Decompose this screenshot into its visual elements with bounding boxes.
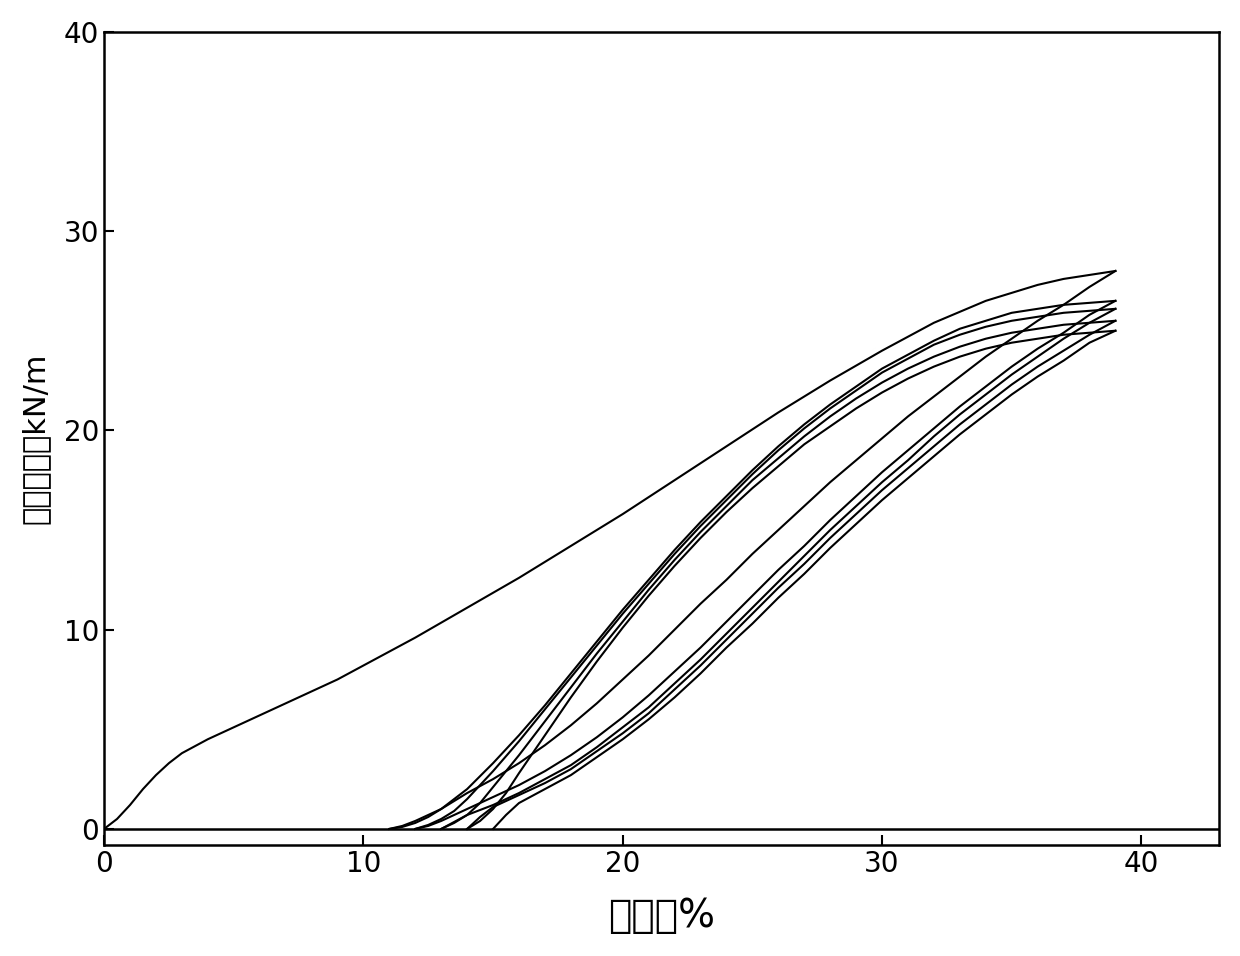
X-axis label: 应变，%: 应变，% <box>608 897 715 935</box>
Y-axis label: 撞裂强度，kN/m: 撞裂强度，kN/m <box>21 353 50 524</box>
